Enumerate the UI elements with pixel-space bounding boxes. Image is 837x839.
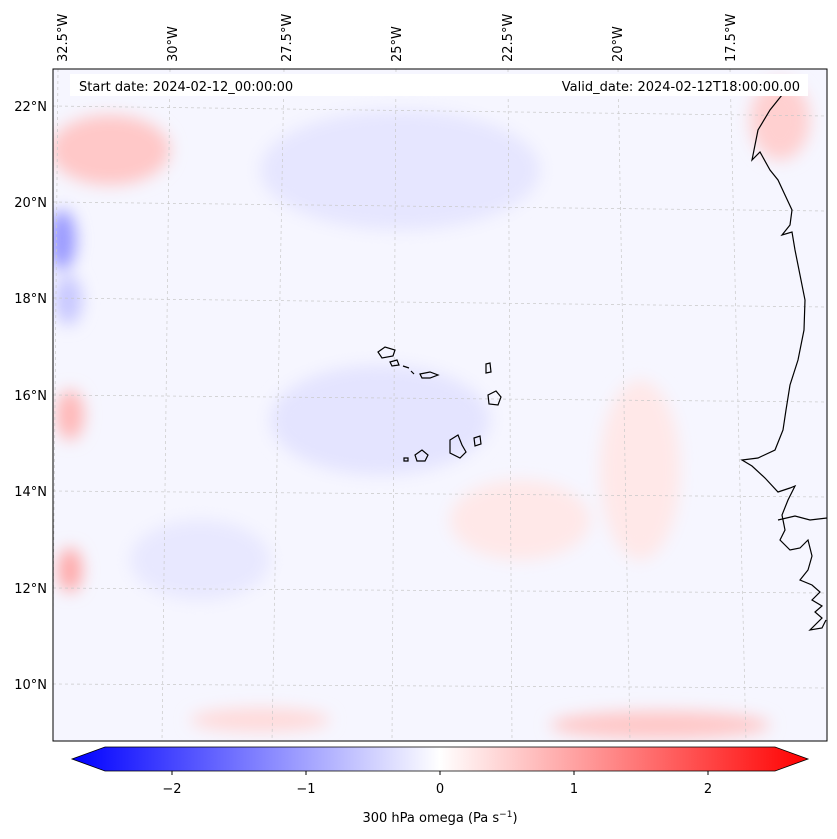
omega-field (53, 69, 827, 741)
blob-positive-e (600, 380, 680, 560)
lat-label: 12°N (14, 582, 47, 597)
gridlines (53, 69, 827, 741)
valid-date-label: Valid_date: 2024-02-12T18:00:00.00 (562, 80, 800, 95)
lon-label: 30°W (166, 26, 181, 62)
colorbar-tick-label: −1 (296, 782, 315, 797)
island-maio (473, 435, 482, 447)
gridline-lon-32-5 (53, 69, 59, 669)
lat-label: 14°N (14, 485, 47, 500)
island-santiago (449, 434, 467, 459)
lon-label: 27.5°W (280, 14, 295, 62)
blob-negative-w (53, 210, 76, 270)
island-santo-antao (377, 346, 396, 359)
blob-negative-w2 (54, 275, 82, 325)
gridline-lon-25 (391, 69, 397, 741)
colorbar-label-close: ) (512, 811, 517, 826)
colorbar-tick-label: −2 (162, 782, 181, 797)
map-frame (52, 68, 828, 742)
colorbar-ticks (171, 771, 709, 775)
gridline-lon-20 (617, 69, 631, 741)
island-brava (403, 457, 409, 462)
colorbar-tick-label: 0 (436, 782, 444, 797)
colorbar-tick-label: 1 (570, 782, 578, 797)
lon-label: 20°W (611, 26, 626, 62)
colorbar-gradient (70, 746, 810, 772)
colorbar-label: 300 hPa omega (Pa s−1) (362, 810, 517, 826)
blob-negative-n (260, 110, 540, 230)
blob-negative-center (270, 365, 490, 475)
blob-positive-center (450, 480, 590, 560)
blob-positive-nw (53, 115, 170, 185)
coastlines (377, 94, 827, 631)
blob-positive-s (190, 708, 330, 732)
lon-label: 32.5°W (56, 14, 71, 62)
blob-positive-sw (58, 548, 82, 592)
gridline-lon-27-5 (271, 69, 285, 741)
gridline-lon-17-5 (729, 69, 747, 741)
lat-label: 10°N (14, 678, 47, 693)
header-strip (70, 74, 808, 96)
colorbar-label-main: 300 hPa omega (Pa s (362, 811, 499, 826)
colorbar-tick-label: 2 (704, 782, 712, 797)
lat-label: 16°N (14, 389, 47, 404)
lat-label: 22°N (14, 100, 47, 115)
colorbar-label-sup: −1 (499, 810, 512, 820)
gridline-lon-30 (161, 69, 171, 741)
blob-positive-w (56, 390, 84, 440)
field-blobs (53, 80, 810, 739)
blob-negative-sw (130, 520, 270, 600)
island-sao-nicolau (419, 371, 440, 379)
lon-label: 25°W (390, 26, 405, 62)
coastline-africa (740, 94, 827, 631)
blob-positive-ne (750, 80, 810, 160)
island-fogo (414, 449, 429, 462)
blob-positive-se (550, 711, 770, 739)
colorbar: −2 −1 0 1 2 300 hPa omega (Pa s−1) (70, 746, 810, 826)
island-sal (485, 362, 492, 374)
lat-label: 18°N (14, 292, 47, 307)
lon-labels: 32.5°W 30°W 27.5°W 25°W 22.5°W 20°W 17.5… (56, 14, 739, 62)
start-date-label: Start date: 2024-02-12_00:00:00 (79, 80, 293, 95)
lon-label: 22.5°W (501, 14, 516, 62)
lon-label: 17.5°W (724, 14, 739, 62)
island-boa-vista (487, 390, 502, 406)
island-sao-vicente (389, 359, 400, 367)
lat-labels: 22°N 20°N 18°N 16°N 14°N 12°N 10°N (14, 100, 47, 693)
lat-label: 20°N (14, 196, 47, 211)
island-santa-luzia (402, 365, 415, 375)
coastline-gambia (777, 515, 827, 521)
gridline-lon-22-5 (507, 69, 513, 741)
colorbar-tick-labels: −2 −1 0 1 2 (162, 782, 712, 797)
